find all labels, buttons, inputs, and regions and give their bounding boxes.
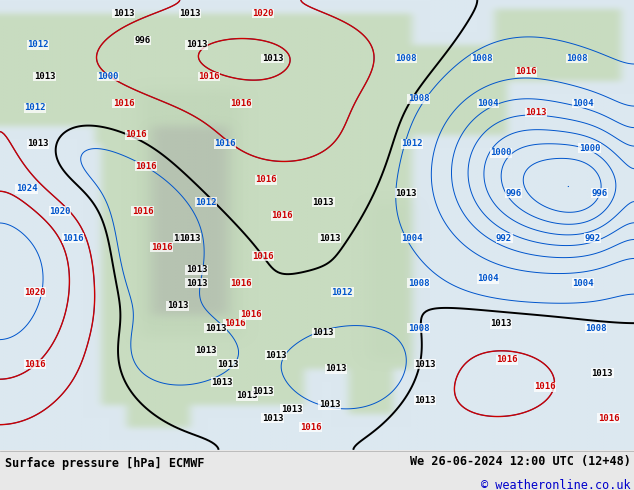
Text: 1013: 1013	[173, 234, 195, 243]
Text: 1013: 1013	[395, 189, 417, 198]
Text: 1004: 1004	[401, 234, 423, 243]
Text: 1013: 1013	[211, 378, 233, 387]
Text: 1020: 1020	[24, 288, 46, 297]
Text: 1016: 1016	[534, 382, 556, 392]
Text: 1020: 1020	[252, 9, 274, 18]
Text: 992: 992	[496, 234, 512, 243]
Text: 1004: 1004	[477, 274, 499, 283]
Text: 1013: 1013	[414, 396, 436, 405]
Text: 1016: 1016	[135, 162, 157, 171]
Text: 1013: 1013	[252, 387, 274, 396]
Text: 1013: 1013	[186, 41, 207, 49]
Text: 1008: 1008	[408, 95, 429, 103]
Text: 1012: 1012	[195, 198, 217, 207]
Text: 1008: 1008	[395, 54, 417, 63]
Text: 1016: 1016	[496, 355, 518, 365]
Text: 1013: 1013	[265, 351, 287, 360]
Text: 1013: 1013	[179, 9, 201, 18]
Text: 996: 996	[591, 189, 607, 198]
Text: 1013: 1013	[313, 328, 334, 338]
Text: 1012: 1012	[401, 140, 423, 148]
Text: 996: 996	[134, 36, 151, 45]
Text: 1016: 1016	[300, 423, 321, 432]
Text: 1016: 1016	[252, 252, 274, 261]
Text: 1004: 1004	[573, 279, 594, 288]
Text: © weatheronline.co.uk: © weatheronline.co.uk	[481, 479, 631, 490]
Text: 1013: 1013	[262, 414, 283, 423]
Text: 1013: 1013	[205, 324, 226, 333]
Text: 1013: 1013	[319, 234, 340, 243]
Text: 1013: 1013	[319, 400, 340, 409]
Text: 1016: 1016	[126, 130, 147, 140]
Text: 996: 996	[505, 189, 522, 198]
Text: 1012: 1012	[332, 288, 353, 297]
Text: 1013: 1013	[113, 9, 134, 18]
Text: 1013: 1013	[490, 319, 512, 328]
Text: 1016: 1016	[224, 319, 245, 328]
Text: 992: 992	[585, 234, 601, 243]
Text: 1016: 1016	[230, 99, 252, 108]
Text: 1013: 1013	[186, 266, 207, 274]
Text: 1013: 1013	[34, 72, 55, 81]
Text: 1000: 1000	[97, 72, 119, 81]
Text: 1016: 1016	[271, 211, 293, 220]
Text: 1008: 1008	[585, 324, 607, 333]
Text: 1013: 1013	[281, 405, 302, 414]
Text: 1013: 1013	[325, 365, 347, 373]
Text: 1024: 1024	[16, 184, 37, 194]
Text: 1013: 1013	[27, 140, 49, 148]
Text: 1013: 1013	[195, 346, 217, 355]
Text: 1013: 1013	[236, 392, 258, 400]
Text: 1016: 1016	[132, 207, 153, 216]
Text: 1016: 1016	[62, 234, 84, 243]
Text: 1000: 1000	[579, 144, 600, 153]
Text: 1016: 1016	[515, 68, 537, 76]
Text: 1016: 1016	[256, 175, 277, 184]
Text: 1004: 1004	[573, 99, 594, 108]
Text: 1016: 1016	[214, 140, 236, 148]
Text: 1004: 1004	[477, 99, 499, 108]
Text: We 26-06-2024 12:00 UTC (12+48): We 26-06-2024 12:00 UTC (12+48)	[410, 455, 631, 468]
Text: 1013: 1013	[262, 54, 283, 63]
Text: 1013: 1013	[592, 369, 613, 378]
Text: 1016: 1016	[24, 360, 46, 369]
Text: 1012: 1012	[27, 41, 49, 49]
Text: 1013: 1013	[414, 360, 436, 369]
Text: 1013: 1013	[313, 198, 334, 207]
Text: 1012: 1012	[24, 103, 46, 113]
Text: 1016: 1016	[598, 414, 619, 423]
Text: 1016: 1016	[151, 243, 172, 252]
Text: 1013: 1013	[167, 301, 188, 310]
Text: 1008: 1008	[408, 324, 429, 333]
Text: 1016: 1016	[113, 99, 134, 108]
Text: 1013: 1013	[179, 234, 201, 243]
Text: 1008: 1008	[566, 54, 588, 63]
Text: 1016: 1016	[240, 310, 261, 319]
Text: 1008: 1008	[471, 54, 493, 63]
Text: 1020: 1020	[49, 207, 71, 216]
Text: 1016: 1016	[198, 72, 220, 81]
Text: 1013: 1013	[217, 360, 239, 369]
Text: 1013: 1013	[525, 108, 547, 117]
Text: 1000: 1000	[490, 148, 512, 157]
Text: 1013: 1013	[186, 279, 207, 288]
Text: 1016: 1016	[230, 279, 252, 288]
Text: Surface pressure [hPa] ECMWF: Surface pressure [hPa] ECMWF	[5, 457, 205, 470]
Text: 1008: 1008	[408, 279, 429, 288]
